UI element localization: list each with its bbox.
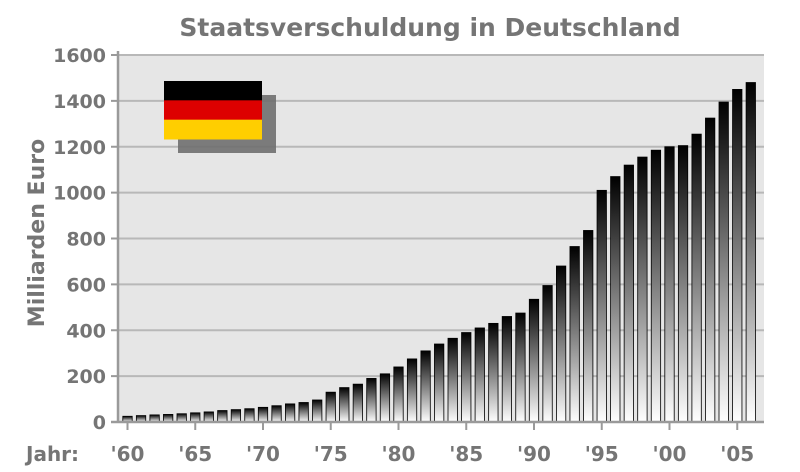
bar-1999 bbox=[650, 149, 662, 423]
y-tick-label: 400 bbox=[66, 320, 106, 342]
y-tick-label: 800 bbox=[66, 229, 106, 251]
bar-1996 bbox=[610, 176, 621, 423]
bar-1972 bbox=[284, 403, 296, 423]
flag-stripe bbox=[164, 100, 262, 121]
y-tick-label: 600 bbox=[66, 274, 106, 296]
bar-1988 bbox=[501, 316, 513, 423]
bar-1975 bbox=[325, 391, 336, 423]
bar-1994 bbox=[583, 230, 594, 423]
bar-2002 bbox=[691, 133, 702, 423]
y-axis-label: Milliarden Euro bbox=[25, 139, 50, 327]
x-tick-label: '70 bbox=[246, 442, 280, 466]
bar-1970 bbox=[257, 406, 269, 423]
bar-1979 bbox=[379, 373, 391, 423]
bar-1966 bbox=[203, 411, 214, 423]
bar-1980 bbox=[393, 366, 404, 423]
bar-1967 bbox=[217, 410, 228, 423]
x-tick-label: '90 bbox=[517, 442, 551, 466]
bar-2000 bbox=[664, 146, 675, 423]
bars bbox=[122, 82, 756, 423]
bar-1986 bbox=[474, 327, 485, 423]
y-tick-label: 0 bbox=[93, 412, 106, 434]
bar-1965 bbox=[190, 412, 201, 423]
flag-stripe bbox=[164, 81, 262, 101]
bar-1968 bbox=[230, 409, 241, 423]
bar-1990 bbox=[528, 298, 540, 423]
bar-1985 bbox=[461, 332, 472, 423]
y-tick-labels: 0 200 400 600 800 1000 1200 1400 1600 bbox=[53, 45, 106, 434]
bar-2005 bbox=[732, 89, 743, 423]
y-tick-label: 1000 bbox=[53, 183, 106, 205]
bar-1976 bbox=[339, 387, 350, 423]
y-tick-label: 1200 bbox=[53, 137, 106, 159]
x-tick-label: '05 bbox=[720, 442, 754, 466]
x-axis-label: Jahr: bbox=[24, 442, 79, 466]
x-tick-labels: '60 '65 '70 '75 '80 '85 '90 '95 '00 '05 bbox=[111, 442, 755, 466]
x-tick-label: '00 bbox=[653, 442, 687, 466]
bar-1981 bbox=[406, 358, 418, 423]
bar-1991 bbox=[542, 285, 553, 423]
x-tick-label: '95 bbox=[585, 442, 619, 466]
bar-1992 bbox=[556, 265, 567, 423]
bar-2003 bbox=[705, 117, 716, 423]
bar-1989 bbox=[515, 312, 526, 423]
bar-1983 bbox=[434, 343, 445, 423]
x-tick-label: '75 bbox=[314, 442, 348, 466]
y-tick-label: 200 bbox=[66, 366, 106, 388]
bar-1973 bbox=[298, 402, 309, 423]
bar-1971 bbox=[271, 405, 282, 423]
bar-1995 bbox=[596, 189, 607, 423]
x-tick-label: '60 bbox=[111, 442, 145, 466]
x-tick-label: '80 bbox=[382, 442, 416, 466]
bar-1993 bbox=[569, 246, 580, 423]
bar-1997 bbox=[623, 164, 634, 423]
bar-1974 bbox=[312, 399, 323, 423]
chart-title: Staatsverschuldung in Deutschland bbox=[179, 13, 680, 42]
x-tick-label: '85 bbox=[449, 442, 483, 466]
bar-1982 bbox=[420, 350, 431, 423]
bar-1987 bbox=[488, 322, 499, 423]
bar-1978 bbox=[366, 378, 377, 423]
axes bbox=[111, 51, 764, 430]
flag-stripe bbox=[164, 119, 262, 140]
y-tick-label: 1400 bbox=[53, 91, 106, 113]
bar-1969 bbox=[244, 408, 255, 423]
bar-1984 bbox=[447, 337, 458, 423]
bar-2001 bbox=[677, 145, 689, 423]
bar-2006 bbox=[745, 82, 756, 423]
bar-1977 bbox=[352, 383, 363, 423]
y-tick-label: 1600 bbox=[53, 45, 106, 67]
x-tick-label: '65 bbox=[178, 442, 212, 466]
bar-2004 bbox=[718, 101, 729, 423]
bar-1998 bbox=[637, 156, 648, 423]
germany-flag-icon bbox=[164, 81, 276, 153]
